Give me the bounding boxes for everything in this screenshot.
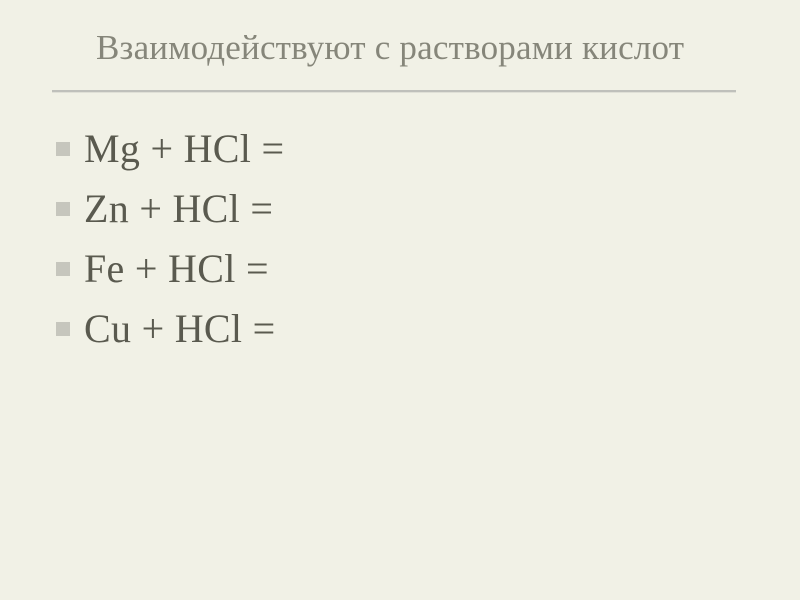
square-bullet-icon <box>56 322 70 336</box>
equation-text: Zn + HCl = <box>84 187 273 231</box>
slide-body: Mg + HCl = Zn + HCl = Fe + HCl = Cu + HC… <box>56 127 756 351</box>
equation-text: Mg + HCl = <box>84 127 284 171</box>
square-bullet-icon <box>56 262 70 276</box>
list-item: Fe + HCl = <box>56 247 756 291</box>
slide: Взаимодействуют с растворами кислот Mg +… <box>0 0 800 600</box>
square-bullet-icon <box>56 202 70 216</box>
equation-text: Fe + HCl = <box>84 247 269 291</box>
title-wrap: Взаимодействуют с растворами кислот <box>44 28 756 80</box>
list-item: Zn + HCl = <box>56 187 756 231</box>
list-item: Mg + HCl = <box>56 127 756 171</box>
equation-text: Cu + HCl = <box>84 307 275 351</box>
title-divider <box>52 90 736 93</box>
square-bullet-icon <box>56 142 70 156</box>
slide-title: Взаимодействуют с растворами кислот <box>96 28 684 67</box>
list-item: Cu + HCl = <box>56 307 756 351</box>
